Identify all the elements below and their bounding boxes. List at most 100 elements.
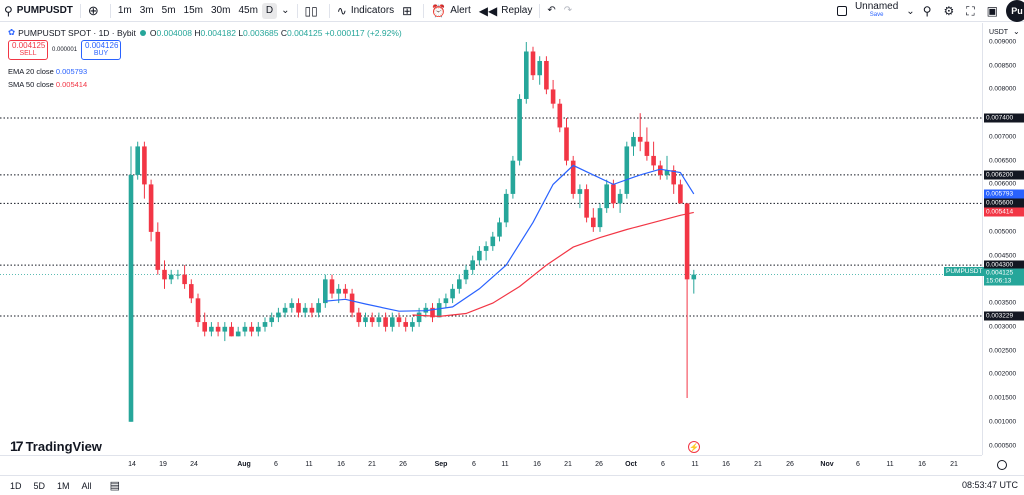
- time-tick-label: 24: [190, 461, 198, 468]
- candle-body: [477, 250, 482, 261]
- ema-value: 0.005793: [55, 67, 88, 76]
- compare-button[interactable]: ⊕: [84, 0, 107, 22]
- ohlc-values: O0.004008 H0.004182 L0.003685 C0.004125 …: [150, 28, 402, 38]
- alert-button[interactable]: ⏰ Alert: [427, 0, 475, 22]
- price-tag: 0.005793: [984, 189, 1024, 199]
- ema-legend[interactable]: EMA 20 close 0.005793: [8, 67, 87, 76]
- candle-body: [490, 236, 496, 247]
- chart-type-button[interactable]: ▯▯: [301, 0, 326, 22]
- calendar-range-icon[interactable]: ▤: [109, 480, 120, 492]
- replay-button[interactable]: ◀◀ Replay: [475, 0, 537, 22]
- candle-body: [597, 208, 603, 228]
- price-tag: 0.004300: [984, 260, 1024, 270]
- range-1m[interactable]: 1M: [57, 480, 70, 491]
- quick-search-button[interactable]: ⚲: [919, 0, 940, 22]
- candles-icon: ▯▯: [304, 3, 318, 18]
- quick-search-icon: ⚲: [922, 4, 932, 18]
- replay-label: Replay: [501, 5, 533, 16]
- price-tick-label: 0.002000: [989, 370, 1017, 378]
- timeframe-1m[interactable]: 1m: [117, 5, 132, 16]
- price-tick-label: 0.005000: [989, 228, 1017, 236]
- candle-body: [644, 141, 650, 156]
- fullscreen-icon: ⛶: [966, 3, 975, 18]
- tradingview-logo[interactable]: 17 TradingView: [10, 438, 102, 454]
- candle-body: [316, 303, 321, 313]
- sma-value: 0.005414: [55, 80, 88, 89]
- range-all[interactable]: All: [81, 480, 92, 491]
- undo-button[interactable]: ↶: [543, 0, 559, 22]
- sell-button[interactable]: 0.004125 SELL: [8, 40, 48, 60]
- timeframe-5m[interactable]: 5m: [161, 5, 176, 16]
- price-axis[interactable]: USDT ⌄ 0.009000 0.008500 0.008000 0.007000 0…: [982, 23, 1024, 455]
- price-tick-label: 0.003500: [989, 299, 1017, 307]
- buy-button[interactable]: 0.004126 BUY: [81, 40, 122, 60]
- symbol-search[interactable]: ⚲ PUMPUSDT: [0, 0, 77, 22]
- clock-display[interactable]: 08:53:47 UTC: [961, 480, 1018, 490]
- candle-body: [651, 155, 656, 166]
- range-1d[interactable]: 1D: [10, 480, 22, 491]
- candle-body: [363, 317, 368, 323]
- candle-body: [329, 279, 335, 294]
- divider: [79, 3, 81, 18]
- price-tick-label: 0.008000: [989, 85, 1017, 93]
- change-value: +0.000117 (+2.92%): [324, 27, 402, 38]
- candle-body: [383, 317, 388, 327]
- timeframe-15m[interactable]: 15m: [183, 5, 203, 16]
- series-title: PUMPUSDT SPOT · 1D · Bybit: [18, 27, 136, 38]
- candle-body: [262, 322, 268, 327]
- timeframe-3m[interactable]: 3m: [139, 5, 154, 16]
- time-axis[interactable]: 14 19 24 Aug 6 11 16 21 26 Sep 6 11 16 21 26 Oct 6 11 16 21…: [0, 455, 982, 475]
- timeframe-30m[interactable]: 30m: [211, 5, 231, 16]
- snapshot-button[interactable]: ▣: [983, 0, 1006, 22]
- candle-body: [296, 303, 301, 313]
- timeframe-dropdown[interactable]: ⌄: [277, 0, 293, 22]
- candle-body: [162, 269, 167, 280]
- candle-body: [503, 193, 509, 223]
- sma-legend[interactable]: SMA 50 close 0.005414: [8, 80, 87, 89]
- fullscreen-button[interactable]: ⛶: [962, 0, 982, 22]
- avatar[interactable]: Pu: [1006, 0, 1024, 22]
- price-chart[interactable]: [0, 23, 982, 455]
- replay-icon: ◀◀: [478, 3, 498, 18]
- range-5d[interactable]: 5D: [33, 480, 46, 491]
- candle-body: [195, 298, 201, 323]
- market-open-icon: [139, 29, 146, 36]
- candle-body: [524, 51, 529, 99]
- low-value: 0.003685: [243, 27, 279, 38]
- candle-body: [215, 326, 221, 332]
- divider: [328, 3, 330, 18]
- candle-body: [658, 165, 663, 175]
- candle-body: [631, 136, 636, 147]
- candle-body: [510, 160, 516, 194]
- candle-body: [577, 189, 583, 194]
- layout-save-button[interactable]: Unnamed Save ⌄: [833, 0, 919, 22]
- layouts-button[interactable]: ⊞: [398, 0, 420, 22]
- timeframe-45m[interactable]: 45m: [238, 5, 258, 16]
- candle-body: [550, 89, 556, 104]
- currency-label[interactable]: USDT: [989, 29, 1009, 36]
- time-tick-label: 6: [856, 461, 860, 468]
- candle-body: [155, 231, 161, 270]
- candle-body: [209, 326, 214, 332]
- chart-legend: ✿ PUMPUSDT SPOT · 1D · Bybit O0.004008 H…: [8, 27, 402, 38]
- layout-title: Unnamed: [854, 1, 899, 12]
- candle-body: [624, 146, 630, 194]
- chevron-down-icon: ⌄: [1013, 27, 1020, 36]
- indicators-icon: ∿: [336, 3, 347, 18]
- layout-name: Unnamed Save: [855, 2, 898, 20]
- candle-body: [269, 317, 274, 323]
- timeframe-d[interactable]: D: [261, 2, 278, 19]
- chevron-down-icon: ⌄: [906, 5, 915, 17]
- candle-body: [256, 326, 261, 332]
- candle-body: [390, 317, 395, 327]
- redo-button[interactable]: ↷: [560, 0, 576, 22]
- open-value: 0.004008: [156, 27, 192, 38]
- time-tick-label: 21: [950, 461, 958, 468]
- time-tick-label: Oct: [625, 461, 637, 468]
- sma-label: SMA 50 close: [8, 80, 54, 89]
- lightning-icon[interactable]: ⚡: [688, 441, 700, 453]
- settings-button[interactable]: ⚙: [939, 0, 962, 22]
- indicators-button[interactable]: ∿ Indicators: [333, 0, 398, 22]
- candle-body: [570, 160, 576, 194]
- auto-scale-icon[interactable]: [997, 460, 1007, 470]
